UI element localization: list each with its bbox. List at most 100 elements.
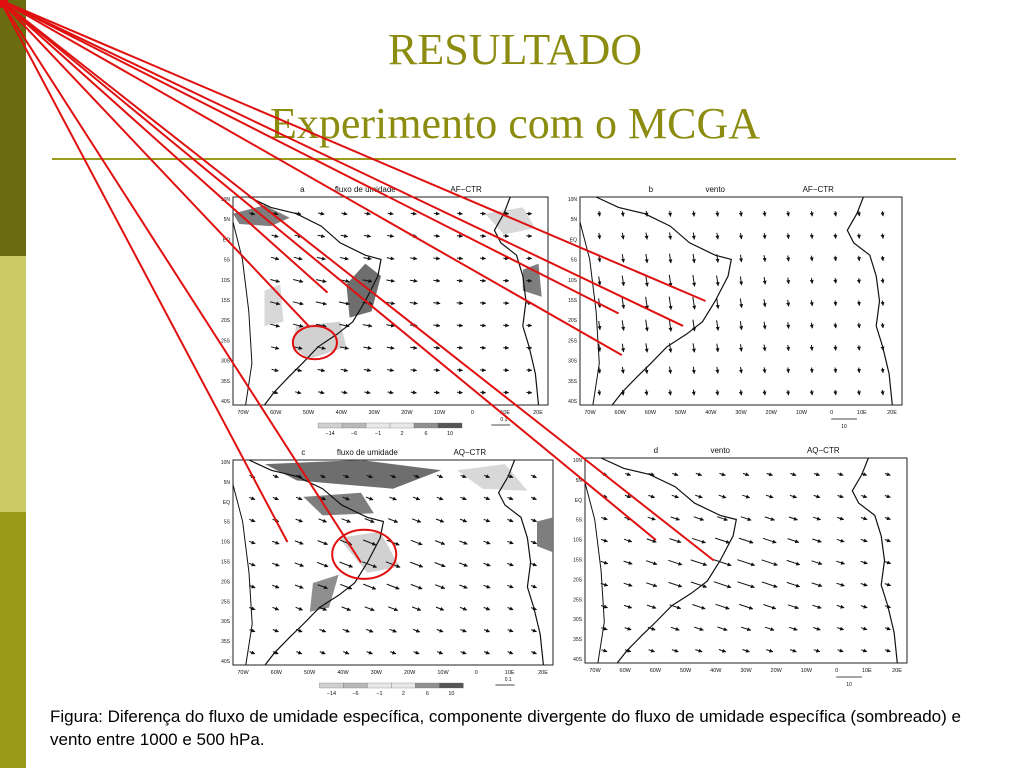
wind-vector: [363, 368, 372, 373]
wind-vector: [507, 518, 514, 523]
wind-vector: [715, 320, 720, 331]
wind-vector: [272, 584, 280, 589]
wind-vector: [249, 584, 256, 589]
wind-vector: [811, 560, 823, 566]
wind-vector: [456, 256, 464, 261]
wind-vector: [295, 496, 303, 501]
wind-vector: [386, 301, 396, 306]
lat-tick-label: 5S: [224, 258, 231, 264]
wind-vector: [483, 628, 491, 633]
wind-vector: [315, 279, 327, 283]
wind-vector: [648, 648, 655, 653]
wind-vector: [884, 516, 891, 521]
highlight-arrow: [0, 0, 623, 356]
wind-vector: [644, 366, 649, 374]
legend-swatch: [391, 682, 416, 689]
wind-vector: [294, 368, 302, 373]
lon-tick-label: 70W: [589, 668, 601, 674]
wind-vector: [788, 516, 798, 521]
lat-tick-label: 5N: [224, 480, 231, 486]
legend-value: 2: [402, 691, 405, 697]
wind-vector: [248, 562, 256, 567]
wind-vector: [436, 650, 444, 655]
wind-vector: [668, 319, 673, 332]
wind-vector: [861, 472, 868, 477]
wind-vector: [389, 628, 397, 633]
lat-tick-label: 20S: [568, 318, 578, 324]
wind-vector: [621, 275, 626, 287]
legend-value: 10: [447, 431, 453, 437]
wind-vector: [809, 389, 814, 396]
wind-vector: [694, 626, 704, 631]
lon-tick-label: 10E: [500, 410, 510, 416]
wind-vector: [836, 582, 845, 587]
wind-vector: [341, 518, 351, 523]
africa-coastline: [497, 459, 544, 666]
wind-vector: [695, 472, 703, 477]
wind-vector: [715, 603, 730, 610]
lat-tick-label: 10N: [573, 458, 583, 464]
panel-case: AF−CTR: [450, 185, 482, 194]
wind-vector: [363, 345, 372, 350]
sidebar-stripe-light: [0, 256, 26, 512]
wind-vector: [713, 559, 732, 567]
wind-vector: [789, 494, 797, 499]
wind-vector: [530, 628, 537, 633]
wind-vector: [739, 321, 744, 331]
wind-vector: [809, 211, 814, 217]
wind-vector: [671, 648, 679, 653]
wind-vector: [459, 518, 468, 523]
wind-vector: [717, 626, 728, 632]
wind-vector: [718, 494, 727, 499]
reference-vector-label: 10: [846, 682, 852, 688]
wind-vector: [740, 516, 752, 521]
highlight-circle: [331, 528, 398, 580]
wind-vector: [787, 604, 799, 610]
wind-vector: [880, 367, 885, 374]
vector-field: [248, 211, 533, 395]
wind-vector: [786, 255, 791, 262]
wind-vector: [362, 278, 373, 283]
wind-vector: [620, 232, 625, 240]
wind-vector: [856, 300, 861, 306]
lon-tick-label: 0: [471, 410, 474, 416]
shading-region: [485, 207, 536, 235]
wind-vector: [691, 210, 696, 217]
wind-vector: [762, 367, 767, 374]
wind-vector: [646, 538, 657, 543]
wind-vector: [715, 297, 720, 309]
wind-vector: [813, 626, 821, 631]
legend-value: 6: [425, 431, 428, 437]
wind-vector: [809, 233, 814, 239]
wind-vector: [341, 606, 351, 611]
legend-swatch: [437, 422, 463, 429]
wind-vector: [410, 256, 418, 261]
wind-vector: [601, 516, 608, 521]
wind-vector: [507, 562, 514, 567]
wind-vector: [389, 496, 397, 501]
lon-tick-label: 40W: [336, 410, 348, 416]
wind-vector: [459, 584, 468, 589]
lon-tick-label: 50W: [675, 410, 687, 416]
wind-vector: [483, 650, 490, 655]
wind-vector: [880, 345, 885, 351]
wind-vector: [833, 278, 838, 284]
wind-vector: [480, 368, 487, 373]
wind-vector: [789, 626, 798, 631]
wind-vector: [342, 496, 350, 501]
map-panel-d: d vento AQ−CTR10N5NEQ5S10S15S20S25S30S35S4…: [0, 0, 908, 688]
lat-tick-label: 30S: [568, 359, 578, 365]
wind-vector: [411, 518, 422, 523]
wind-vector: [809, 322, 814, 329]
vector-field: [248, 474, 537, 655]
wind-vector: [386, 345, 395, 350]
legend: −14 −6 −1 2 6 10 0.1: [319, 677, 515, 697]
wind-vector: [410, 345, 418, 350]
wind-vector: [646, 604, 657, 609]
wind-vector: [272, 650, 279, 655]
wind-vector: [856, 367, 861, 374]
wind-vector: [433, 278, 441, 283]
wind-vector: [387, 211, 394, 216]
wind-vector: [480, 256, 487, 261]
highlight-arrow: [0, 0, 715, 562]
